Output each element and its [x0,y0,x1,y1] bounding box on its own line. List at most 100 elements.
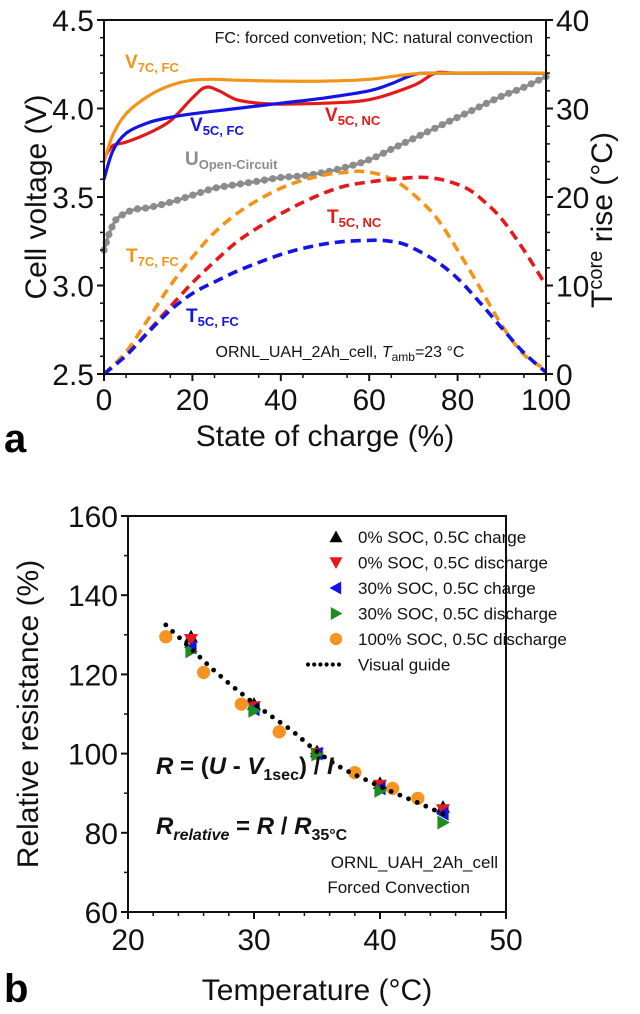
point-100soc-discharge [272,725,286,739]
visual-guide-dot [322,754,327,760]
ocv-marker [204,186,212,194]
ocv-marker [468,107,476,115]
ocv-marker [416,131,424,139]
visual-guide-dot [177,635,182,641]
ocv-marker [197,188,205,197]
visual-guide-dot [423,803,429,809]
panel-b-marks [159,622,450,830]
a-x-tick-label: 0 [96,384,113,417]
annotation-cell-ambient: ORNL_UAH_2Ah_cell, Tamb=23 °C [216,344,465,364]
b-y-tick-label: 100 [68,739,118,772]
visual-guide-dot [211,667,217,673]
legend-item-30-soc-0-5c-discharge: 30% SOC, 0.5C discharge [330,605,557,624]
ocv-marker [512,86,521,94]
point-30-soc-0-5c-discharge [248,703,261,718]
panel-a: 0 20 40 60 80 100 2.5 3.0 3.5 4.0 4.5 0 10 20 30 40 FC:… [4,5,619,461]
ocv-marker [431,124,439,132]
a-y-tick-label: 2.5 [52,359,94,392]
cell-note-line2: Forced Convection [327,878,470,897]
a-y2-tick-label: 0 [556,359,573,392]
ocv-marker [261,176,269,184]
label-u-open-circuit: UOpen-Circuit [185,149,278,172]
legend-item-30-soc-0-5c-charge: 30% SOC, 0.5C charge [329,579,536,598]
b-y-tick-label: 140 [68,580,118,613]
ocv-marker [349,161,357,169]
panel-a-curves [100,70,550,376]
legend-label: 100% SOC, 0.5C discharge [358,630,567,649]
legend-label: 0% SOC, 0.5C discharge [358,554,548,573]
legend-label: 30% SOC, 0.5C discharge [358,605,557,624]
visual-guide-path [166,625,443,814]
visual-guide-dot [388,789,394,794]
ocv-marker [285,173,293,181]
ocv-marker [490,96,498,104]
a-x-tick-label: 60 [353,384,386,417]
point-100soc-discharge [159,630,173,644]
visual-guide-dot [414,800,420,805]
ocv-marker [293,172,301,180]
ocv-marker [372,153,380,161]
panel-b: 20 30 40 50 60 80 100 120 140 160 0% SOC, 0.5C ch… [4,501,567,1011]
formula-relative-resistance: Rrelative = R / R35°C [156,813,348,844]
visual-guide-dot [190,648,196,654]
panel-b-x-axis-title: Temperature (°C) [202,974,432,1007]
ocv-marker [394,142,402,150]
visual-guide-dot [285,725,291,731]
b-y-tick-label: 120 [68,659,118,692]
ocv-marker [341,163,349,171]
label-t7c-fc: T7C, FC [126,246,179,269]
curve-v5c-nc [102,70,546,160]
visual-guide-dot [314,749,320,754]
formula-resistance: R = (U - V1sec) / I [156,753,335,784]
panel-b-ticks: 20 30 40 50 60 80 100 120 140 160 [68,501,523,957]
point-30-soc-0-5c-discharge [311,747,324,762]
visual-guide-dot [197,654,203,660]
b-x-tick-label: 30 [237,924,270,957]
a-y2-tick-label: 20 [556,182,589,215]
visual-guide-dot [406,796,411,802]
visual-guide-dot [254,703,260,709]
ocv-marker [108,223,116,231]
legend-marker-triangle-up-icon [329,530,343,543]
legend-item-visual-guide: Visual guide [305,656,450,675]
a-y2-tick-label: 10 [556,271,589,304]
a-y-tick-label: 4.0 [52,94,94,127]
b-x-tick-label: 50 [489,924,522,957]
ocv-marker [535,76,543,84]
label-v5c-nc: V5C, NC [325,105,381,128]
ocv-marker [142,204,150,212]
curve-v5c-fc [102,71,547,180]
visual-guide-dot [337,764,343,770]
label-t5c-fc: T5C, FC [186,306,239,329]
ocv-marker [212,184,220,192]
visual-guide-dot [204,661,210,667]
ocv-marker [220,182,228,190]
visual-guide-dot [247,697,253,703]
ocv-marker [446,117,454,125]
visual-guide-dot [183,641,189,647]
ocv-marker [497,92,505,100]
a-x-tick-label: 40 [264,384,297,417]
a-x-tick-label: 20 [176,384,209,417]
ocv-marker [181,194,189,202]
visual-guide-dot [380,785,386,790]
a-x-tick-label: 100 [521,384,571,417]
visual-guide-dot [363,777,368,783]
label-v5c-fc: V5C, FC [190,115,244,138]
panel-a-ticks: 0 20 40 60 80 100 2.5 3.0 3.5 4.0 4.5 0 10 20 30 40 [52,5,589,417]
legend-item-100-soc-0-5c-discharge: 100% SOC, 0.5C discharge [329,630,567,649]
panel-a-letter: a [4,417,27,461]
ocv-marker [505,89,513,97]
ocv-marker [387,145,395,154]
legend-marker-circle-icon [329,632,343,646]
visual-guide-dot [346,769,351,775]
legend-marker-triangle-left-icon [329,581,342,595]
panel-b-legend: 0% SOC, 0.5C charge 0% SOC, 0.5C discharg… [305,528,567,675]
ocv-marker [165,198,174,207]
panel-a-y2-axis-title: Tcore rise (°C) [585,132,619,308]
ocv-marker [228,181,236,189]
point-0-soc-0-5c-discharge [184,634,198,647]
legend-label: 30% SOC, 0.5C charge [358,579,536,598]
ocv-marker [126,207,134,215]
